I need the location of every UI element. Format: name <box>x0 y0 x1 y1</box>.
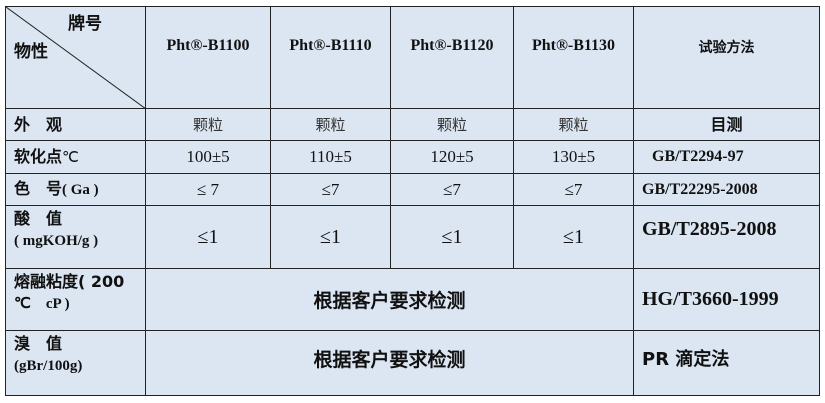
corner-header-cell: 牌号 物性 <box>5 6 146 109</box>
property-unit: ℃ cP ) <box>14 296 70 312</box>
grade-header: Pht®-B1130 <box>513 6 634 109</box>
property-name: 软化点 <box>14 146 63 166</box>
method-cell: HG/T3660-1999 <box>633 268 820 331</box>
value-cell: ≤7 <box>513 173 634 206</box>
method-cell: PR 滴定法 <box>633 330 820 396</box>
property-unit: (gBr/100g) <box>14 358 83 374</box>
table-row: 外 观 颗粒 颗粒 颗粒 颗粒 目测 <box>5 108 820 141</box>
value-cell: ≤7 <box>390 173 514 206</box>
property-label: 物性 <box>14 42 48 62</box>
property-unit: ( mgKOH/g ) <box>14 233 99 249</box>
property-name: 溴 值 <box>14 334 63 353</box>
value-cell: ≤ 7 <box>145 173 271 206</box>
method-cell: 目测 <box>633 108 820 141</box>
table-row: 软化点℃ 100±5 110±5 120±5 130±5 GB/T2294-97 <box>5 140 820 174</box>
table-row: 酸 值 ( mgKOH/g ) ≤1 ≤1 ≤1 ≤1 GB/T2895-2008 <box>5 205 820 269</box>
value-cell: 110±5 <box>270 140 391 174</box>
grade-header: Pht®-B1120 <box>390 6 514 109</box>
property-name: 熔融粘度( 200 <box>14 272 125 291</box>
property-cell: 酸 值 ( mgKOH/g ) <box>5 205 146 269</box>
property-cell: 溴 值 (gBr/100g) <box>5 330 146 396</box>
value-cell: 130±5 <box>513 140 634 174</box>
property-unit: ℃ <box>62 149 79 166</box>
value-cell: 颗粒 <box>270 108 391 141</box>
value-cell: 120±5 <box>390 140 514 174</box>
property-name: 色 号 <box>14 179 63 198</box>
value-cell: 100±5 <box>145 140 271 174</box>
value-cell: ≤7 <box>270 173 391 206</box>
product-spec-table: 牌号 物性 Pht®-B1100 Pht®-B1110 Pht®-B1120 P… <box>5 6 820 396</box>
table-row: 色 号( Ga ) ≤ 7 ≤7 ≤7 ≤7 GB/T22295-2008 <box>5 173 820 206</box>
property-cell: 外 观 <box>5 108 146 141</box>
brand-label: 牌号 <box>68 14 102 34</box>
value-cell: ≤1 <box>513 205 634 269</box>
method-cell: GB/T2895-2008 <box>633 205 820 269</box>
value-cell: ≤1 <box>145 205 271 269</box>
value-cell: ≤1 <box>390 205 514 269</box>
grade-header: Pht®-B1110 <box>270 6 391 109</box>
diagonal-divider <box>6 7 146 109</box>
grade-header: Pht®-B1100 <box>145 6 271 109</box>
method-header: 试验方法 <box>633 6 820 109</box>
property-name: 酸 值 <box>14 209 63 228</box>
value-cell: 颗粒 <box>145 108 271 141</box>
method-cell: GB/T2294-97 <box>633 140 820 174</box>
value-cell: 颗粒 <box>390 108 514 141</box>
merged-value-cell: 根据客户要求检测 <box>145 330 634 396</box>
property-cell: 熔融粘度( 200 ℃ cP ) <box>5 268 146 331</box>
property-cell: 软化点℃ <box>5 140 146 174</box>
value-cell: ≤1 <box>270 205 391 269</box>
property-cell: 色 号( Ga ) <box>5 173 146 206</box>
property-unit: ( Ga ) <box>62 182 99 198</box>
header-row: 牌号 物性 Pht®-B1100 Pht®-B1110 Pht®-B1120 P… <box>5 6 820 109</box>
table-row: 熔融粘度( 200 ℃ cP ) 根据客户要求检测 HG/T3660-1999 <box>5 268 820 331</box>
merged-value-cell: 根据客户要求检测 <box>145 268 634 331</box>
value-cell: 颗粒 <box>513 108 634 141</box>
table-row: 溴 值 (gBr/100g) 根据客户要求检测 PR 滴定法 <box>5 330 820 396</box>
method-cell: GB/T22295-2008 <box>633 173 820 206</box>
